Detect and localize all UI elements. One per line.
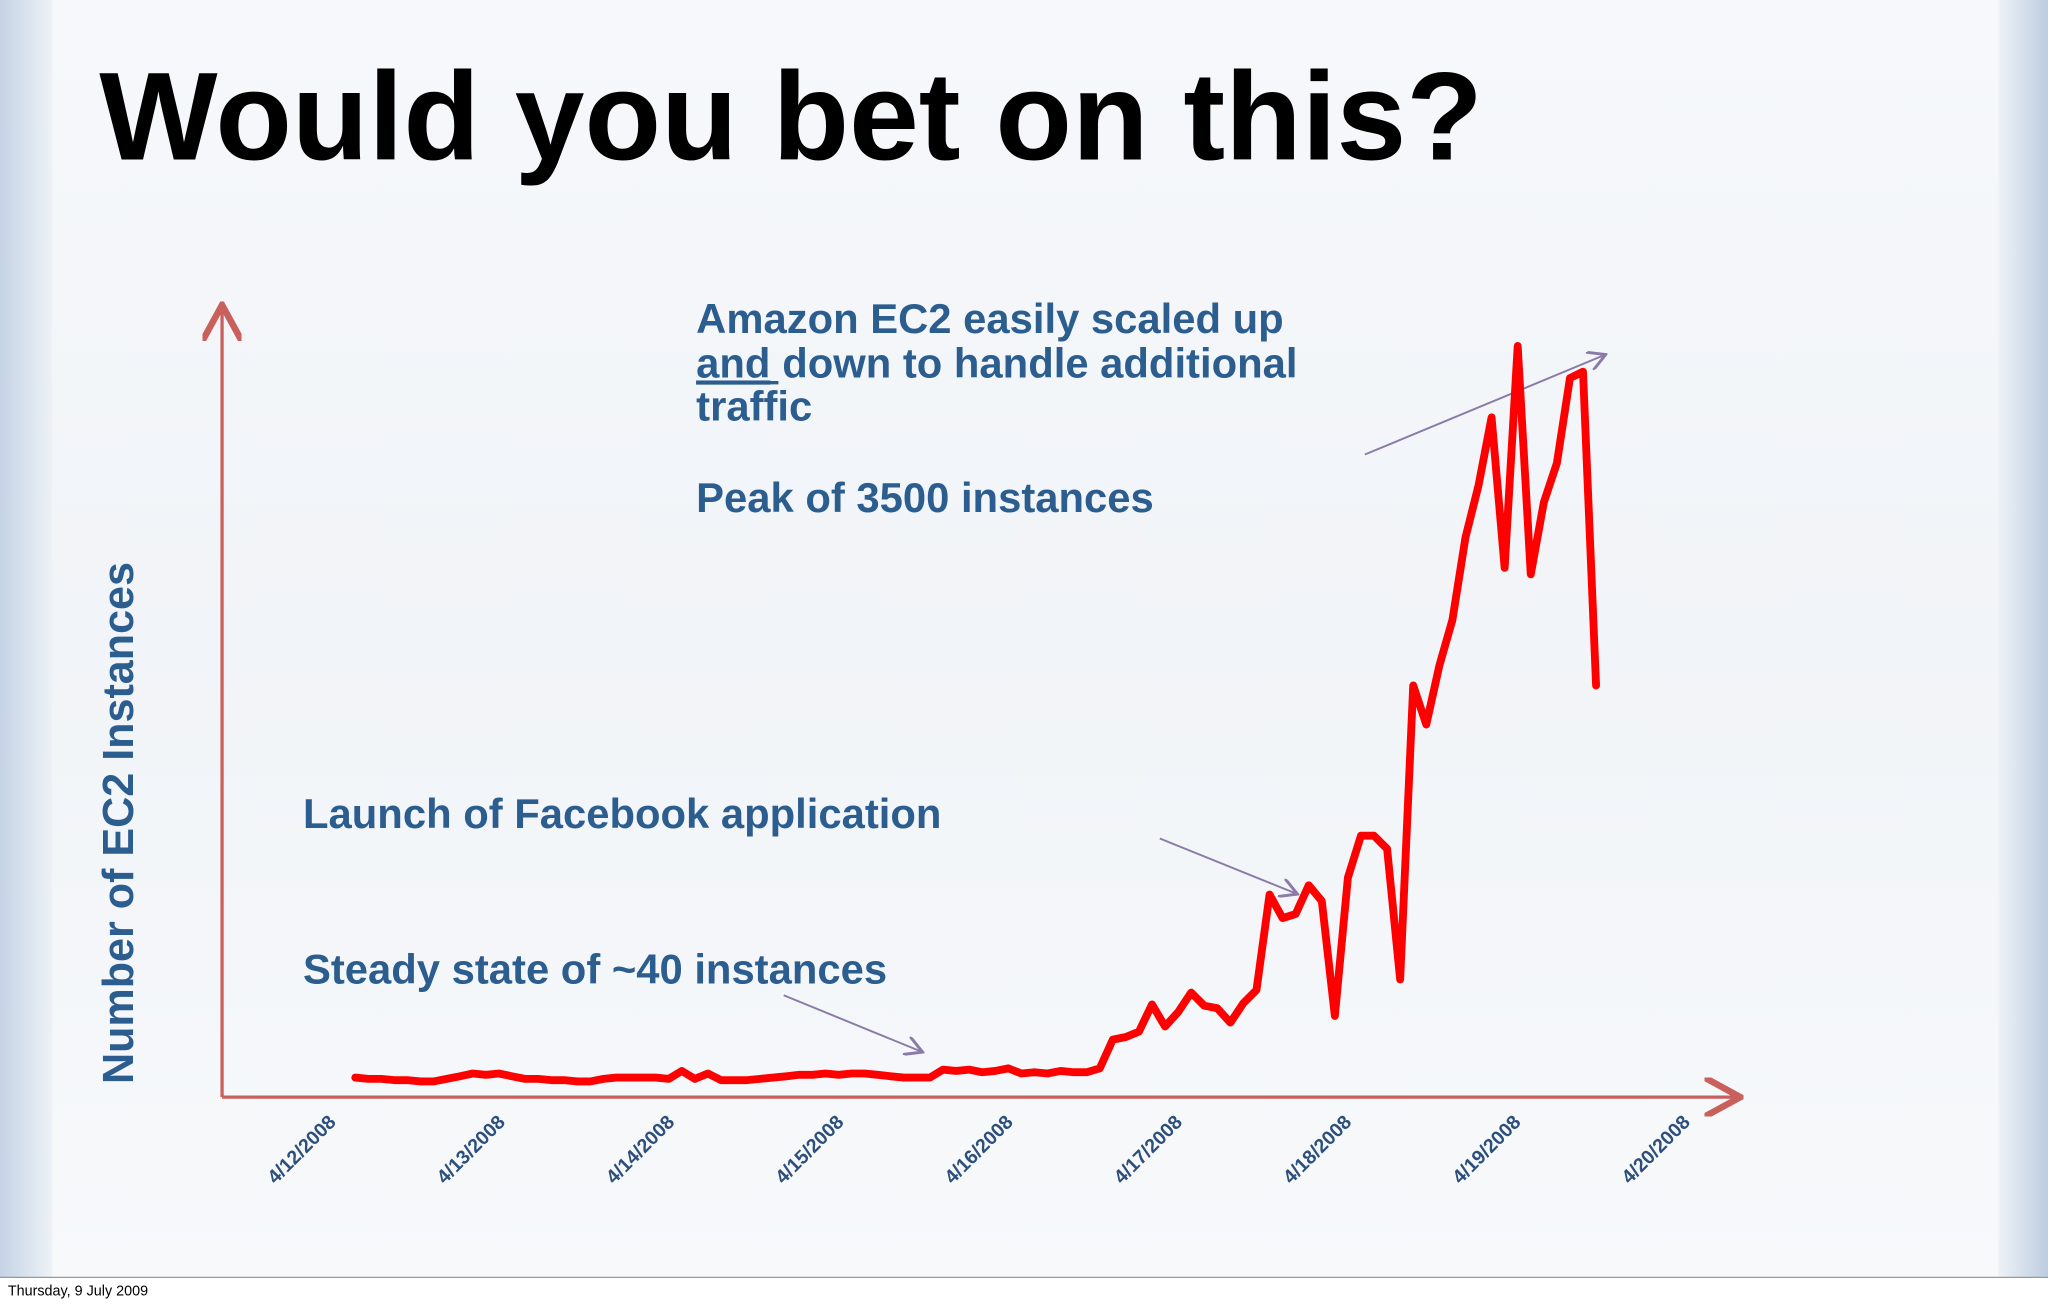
footer-bar (0, 1277, 2048, 1304)
annotation-arrow (783, 994, 921, 1051)
annotation: and down to handle additional (696, 339, 1297, 386)
annotation: Steady state of ~40 instances (303, 945, 887, 992)
data-line (351, 342, 1600, 1086)
footer: Thursday, 9 July 2009 (8, 1284, 148, 1300)
annotation: down to handle additional (782, 339, 1297, 386)
annotation: Peak of 3500 instances (696, 474, 1154, 521)
annotation-arrow (1364, 355, 1604, 456)
annotation-arrow (1159, 837, 1296, 894)
annotation: Amazon EC2 easily scaled up (696, 295, 1283, 342)
edge (0, 0, 53, 1278)
edge (1998, 0, 2048, 1278)
annotation-underlined: and (696, 339, 770, 386)
annotation: Launch of Facebook application (303, 790, 941, 837)
y-axis-label: Number of EC2 Instances (95, 562, 143, 1084)
annotation: traffic (696, 383, 812, 430)
chart-title: Would you bet on this? (99, 45, 1483, 186)
